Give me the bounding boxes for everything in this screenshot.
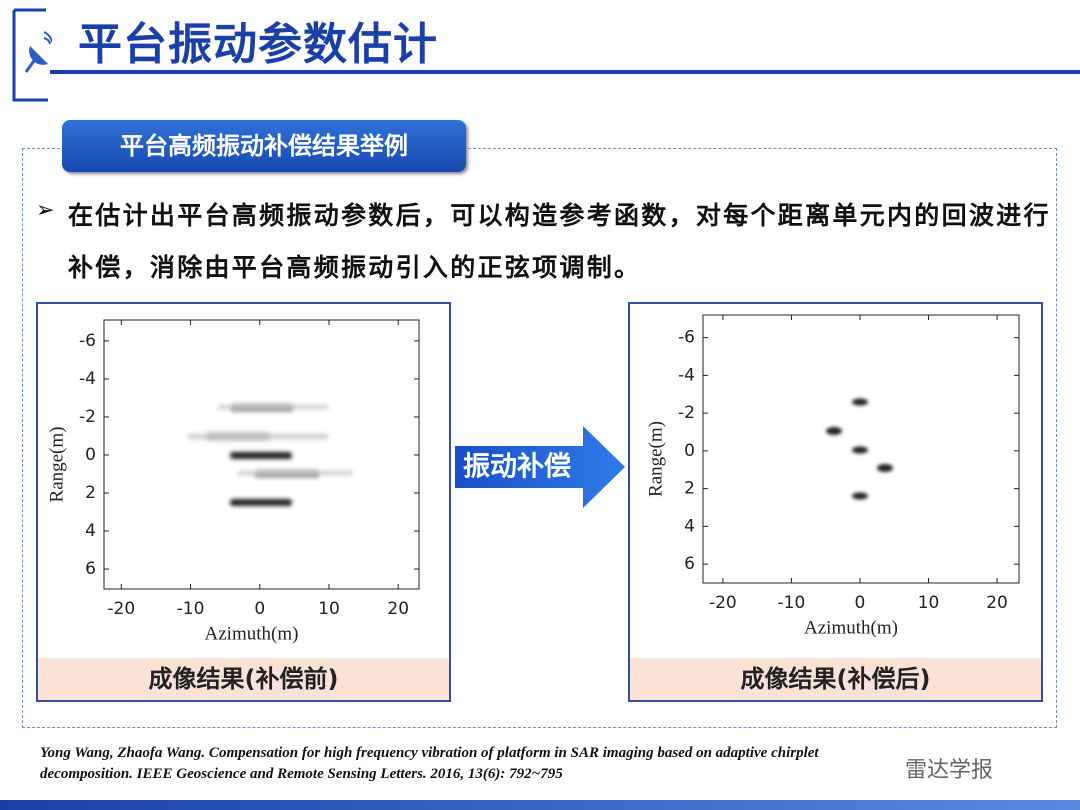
y-tick-label: 6 xyxy=(85,559,96,579)
x-tick-label: -10 xyxy=(177,599,205,619)
content-frame xyxy=(22,148,1057,728)
y-axis-label: Range(m) xyxy=(645,421,666,497)
y-tick-label: 2 xyxy=(85,483,96,503)
plot-frame xyxy=(702,314,1020,584)
image-blobs xyxy=(188,404,353,506)
x-tick-label: 10 xyxy=(918,593,940,613)
figure-caption: 成像结果(补偿后) xyxy=(630,658,1041,700)
arrow: 振动补偿 xyxy=(455,426,625,508)
y-tick-label: 6 xyxy=(684,554,695,574)
footer-bar xyxy=(0,800,1080,810)
x-tick-label: -20 xyxy=(107,599,135,619)
y-axis-label: Range(m) xyxy=(46,427,67,503)
y-tick-label: -6 xyxy=(678,328,695,348)
y-tick-label: 2 xyxy=(684,479,695,499)
x-tick-label: 10 xyxy=(318,599,340,619)
y-tick-label: 0 xyxy=(85,445,96,465)
citation: Yong Wang, Zhaofa Wang. Compensation for… xyxy=(40,745,819,761)
x-axis-label: Azimuth(m) xyxy=(205,623,299,644)
header-rule xyxy=(50,70,1080,74)
x-tick-label: 20 xyxy=(387,599,409,619)
y-tick-label: -4 xyxy=(678,365,695,385)
bullet-text: 补偿，消除由平台高频振动引入的正弦项调制。 xyxy=(68,253,642,282)
y-tick-label: -2 xyxy=(79,407,96,427)
citation: decomposition. IEEE Geoscience and Remot… xyxy=(40,766,563,782)
y-tick-label: 4 xyxy=(684,516,695,536)
y-tick-label: 4 xyxy=(85,521,96,541)
logo xyxy=(12,8,52,102)
title: 平台振动参数估计 xyxy=(78,19,438,70)
image-blobs xyxy=(826,398,893,500)
x-tick-label: -20 xyxy=(709,593,737,613)
x-tick-label: 0 xyxy=(855,593,866,613)
bullet-marker: ➢ xyxy=(36,198,55,223)
x-tick-label: -10 xyxy=(778,593,806,613)
watermark: 雷达学报 xyxy=(905,758,994,783)
y-tick-label: -6 xyxy=(79,331,96,351)
figure-caption: 成像结果(补偿前) xyxy=(38,658,449,700)
section-tab: 平台高频振动补偿结果举例 xyxy=(62,120,466,172)
figure-panel: -20 -10 0 10 20 -6 -4 -2 0 2 4 6 Azimuth(m) Range(m) … xyxy=(628,302,1043,702)
y-tick-label: 0 xyxy=(684,441,695,461)
bullet-text: 在估计出平台高频振动参数后，可以构造参考函数，对每个距离单元内的回波进行 xyxy=(68,201,1051,230)
y-tick-label: -4 xyxy=(79,369,96,389)
y-tick-label: -2 xyxy=(678,403,695,423)
x-tick-label: 0 xyxy=(254,599,265,619)
x-tick-label: 20 xyxy=(986,593,1008,613)
figure-panel: -20 -10 0 10 20 -6 -4 -2 0 2 4 6 Azimuth(m) Range(m) … xyxy=(36,302,451,702)
x-axis-label: Azimuth(m) xyxy=(804,617,898,638)
arrow-label: 振动补偿 xyxy=(463,452,571,483)
